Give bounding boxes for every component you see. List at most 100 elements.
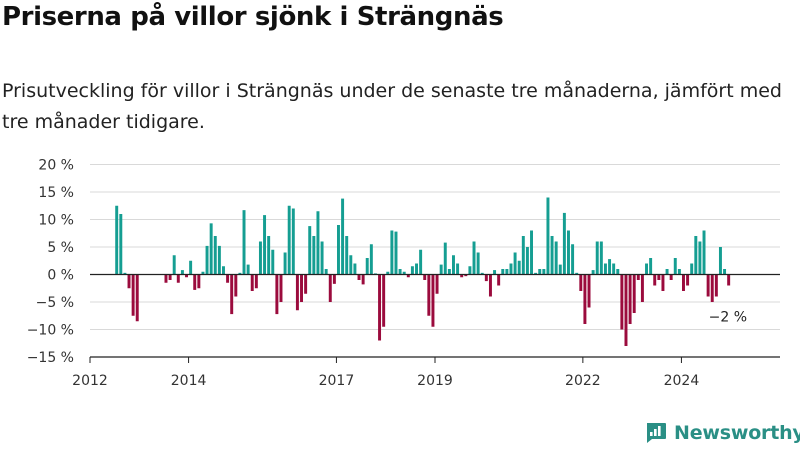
bar — [316, 211, 320, 275]
bar — [439, 264, 443, 275]
bar — [222, 266, 225, 275]
bar — [599, 241, 603, 275]
y-tick-label: −5 % — [36, 295, 74, 311]
bar — [295, 274, 299, 311]
bar — [337, 225, 340, 275]
bar — [230, 274, 234, 315]
bar — [328, 274, 332, 302]
bar — [476, 252, 480, 275]
bar — [197, 274, 201, 289]
bar — [209, 223, 213, 275]
bar — [686, 274, 690, 286]
bar — [702, 230, 706, 275]
newsworthy-logo-icon — [647, 423, 666, 443]
bar — [632, 274, 636, 313]
bar — [250, 274, 254, 291]
newsworthy-logo-text: Newsworthy — [674, 422, 800, 444]
bar — [488, 274, 492, 297]
bar — [505, 269, 509, 275]
bar — [616, 269, 620, 275]
bar — [694, 236, 698, 275]
bar — [649, 258, 653, 275]
bar — [718, 247, 722, 275]
bar — [201, 271, 205, 275]
bar — [185, 274, 188, 278]
bar — [595, 241, 599, 275]
bar — [558, 264, 562, 275]
bar — [271, 249, 275, 275]
bar — [550, 236, 554, 275]
bar — [180, 270, 184, 275]
bar — [226, 274, 230, 283]
bar — [673, 258, 677, 275]
bar — [386, 271, 390, 275]
bar — [583, 274, 587, 324]
bar — [468, 266, 472, 275]
bar — [172, 255, 176, 275]
bar — [727, 274, 731, 286]
x-tick-label: 2017 — [319, 373, 355, 389]
bar — [357, 274, 361, 280]
bar — [612, 263, 616, 275]
bar — [706, 274, 710, 297]
y-tick-label: 5 % — [47, 240, 74, 256]
bar — [263, 215, 267, 275]
bar — [217, 245, 221, 275]
bar — [123, 272, 127, 275]
bar — [587, 274, 591, 308]
bar — [525, 247, 529, 275]
bar — [677, 269, 681, 275]
bar — [402, 271, 406, 275]
bar — [435, 274, 439, 294]
bar — [591, 270, 595, 275]
bar — [452, 255, 455, 275]
bar — [193, 274, 197, 290]
bar — [213, 236, 217, 275]
bar — [661, 274, 665, 291]
bar — [382, 274, 386, 327]
bar — [530, 230, 533, 275]
bar — [534, 272, 538, 275]
bar — [645, 263, 648, 275]
bar — [410, 266, 414, 275]
y-tick-label: 15 % — [38, 185, 74, 201]
bar — [723, 269, 727, 275]
bar — [361, 274, 365, 285]
bar — [189, 260, 193, 275]
bar — [480, 272, 484, 275]
bar — [353, 263, 357, 275]
bar — [710, 274, 714, 302]
bar — [517, 260, 521, 275]
bar — [246, 264, 250, 275]
bar — [267, 236, 271, 275]
bar — [415, 263, 418, 275]
bar — [135, 274, 139, 322]
y-tick-label: −10 % — [27, 323, 74, 339]
end-value-label: −2 % — [709, 310, 747, 326]
bar — [624, 274, 628, 346]
bar — [714, 274, 718, 297]
bar — [608, 259, 612, 275]
bar — [423, 274, 427, 280]
bar — [636, 274, 640, 280]
bar — [242, 210, 246, 275]
x-tick-label: 2019 — [417, 373, 453, 389]
x-tick-label: 2014 — [171, 373, 207, 389]
bar — [308, 226, 312, 275]
bar — [164, 274, 168, 283]
chart-subtitle: Prisutveckling för villor i Strängnäs un… — [2, 80, 782, 133]
bar — [603, 263, 607, 275]
bar — [554, 241, 558, 275]
chart-title: Priserna på villor sjönk i Strängnäs — [2, 2, 504, 32]
bar — [443, 242, 447, 275]
bar — [349, 255, 353, 275]
bar — [300, 274, 303, 302]
bar — [427, 274, 431, 316]
bar — [690, 263, 694, 275]
bar — [575, 272, 579, 275]
bar — [682, 274, 685, 291]
bar — [620, 274, 624, 330]
bar — [657, 274, 661, 280]
bar — [640, 274, 644, 302]
